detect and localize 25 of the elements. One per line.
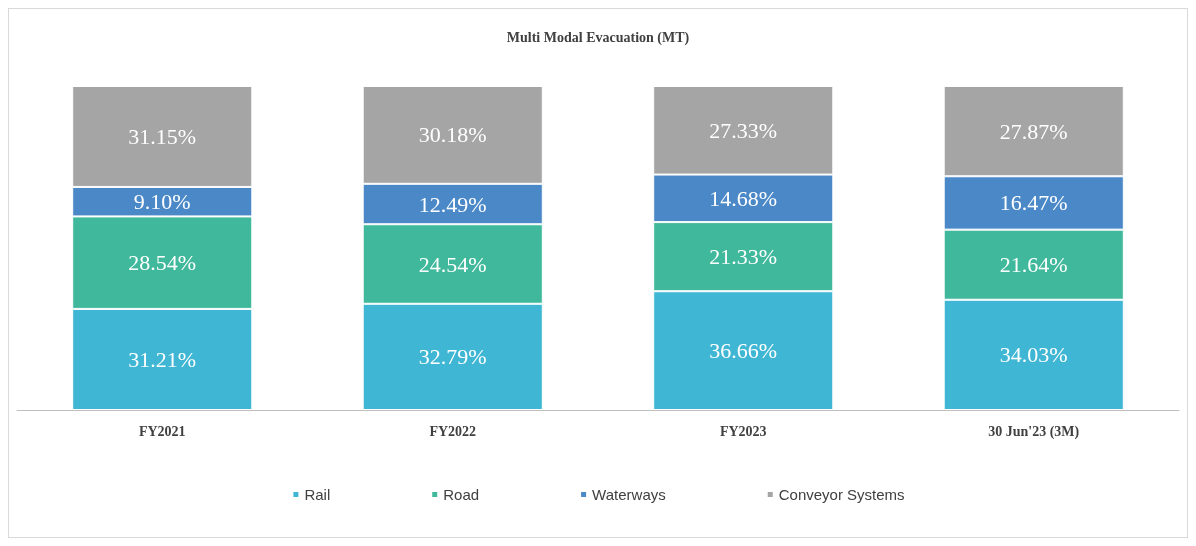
legend-label: Conveyor Systems (778, 486, 905, 503)
data-label: 31.21% (128, 346, 197, 372)
data-label: 27.33% (709, 117, 778, 143)
data-label: 27.87% (999, 118, 1068, 144)
legend-label: Waterways (592, 486, 666, 503)
legend-label: Road (443, 486, 480, 503)
data-label: 32.79% (418, 344, 487, 370)
data-label: 9.10% (133, 189, 191, 215)
data-label: 12.49% (418, 191, 487, 217)
data-label: 34.03% (999, 342, 1068, 368)
data-label: 24.54% (418, 251, 487, 277)
chart-title: Multi Modal Evacuation (MT) (506, 29, 690, 46)
data-label: 14.68% (709, 185, 778, 211)
x-tick-label: FY2022 (429, 423, 477, 439)
data-label: 36.66% (709, 338, 778, 364)
data-label: 31.15% (128, 123, 197, 149)
x-tick-label: 30 Jun'23 (3M) (988, 423, 1080, 440)
data-label: 30.18% (418, 122, 487, 148)
x-tick-label: FY2021 (138, 423, 186, 439)
data-label: 28.54% (128, 250, 197, 276)
x-tick-label: FY2023 (719, 423, 767, 439)
legend-label: Rail (304, 486, 331, 503)
data-label: 21.64% (999, 252, 1068, 278)
data-label: 21.33% (709, 244, 778, 270)
data-label: 16.47% (999, 190, 1068, 216)
